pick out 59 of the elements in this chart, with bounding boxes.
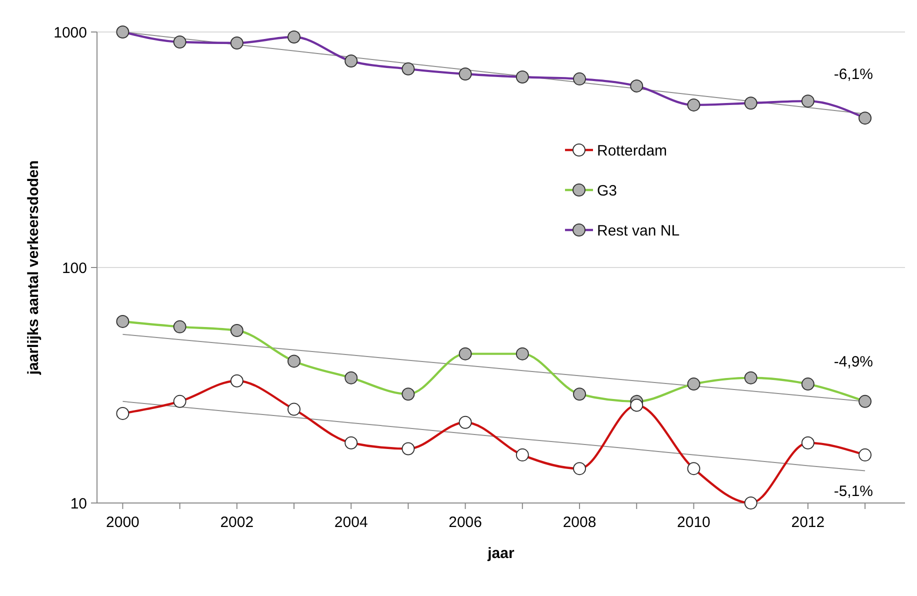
point <box>858 112 872 125</box>
point <box>630 79 644 92</box>
point <box>801 378 814 391</box>
point <box>573 72 586 86</box>
x-tick-label: 2002 <box>220 514 254 531</box>
point <box>801 94 814 108</box>
point <box>687 98 700 112</box>
point <box>173 35 186 48</box>
point <box>173 394 186 408</box>
x-tick-label: 2008 <box>562 514 596 531</box>
x-tick-label: 2004 <box>334 514 368 531</box>
point <box>288 30 301 44</box>
point <box>230 36 244 50</box>
point <box>687 378 700 391</box>
legend-label: G3 <box>597 182 618 200</box>
point <box>801 436 814 450</box>
legend-label: Rest van NL <box>597 222 680 240</box>
point <box>458 416 472 429</box>
x-tick-label: 2006 <box>448 514 482 531</box>
point <box>573 462 586 476</box>
point <box>744 371 758 384</box>
point <box>230 374 244 388</box>
point <box>116 406 130 420</box>
x-axis-title: jaar <box>486 545 514 562</box>
point <box>858 394 872 408</box>
x-tick-label: 2010 <box>677 514 710 531</box>
y-axis-title: jaarlijks aantal verkeersdoden <box>25 160 42 376</box>
point <box>116 26 130 38</box>
point <box>288 402 301 416</box>
point <box>402 442 415 456</box>
point <box>687 462 700 476</box>
legend-label: Rotterdam <box>597 142 668 160</box>
point <box>858 448 872 462</box>
point <box>344 371 358 384</box>
point <box>402 388 415 401</box>
point <box>458 347 472 360</box>
point <box>630 398 644 412</box>
point <box>458 68 472 81</box>
x-tick-label: 2000 <box>106 514 140 531</box>
y-tick-label: 100 <box>62 260 87 277</box>
point <box>516 347 529 360</box>
point <box>344 436 358 450</box>
annotation: -4,9% <box>834 354 874 371</box>
point <box>116 314 130 328</box>
point <box>516 70 529 84</box>
point <box>516 448 529 462</box>
point <box>230 324 244 338</box>
y-tick-label: 1000 <box>54 24 87 42</box>
point <box>344 54 358 68</box>
point <box>173 320 186 334</box>
point <box>288 354 301 368</box>
x-tick-label: 2012 <box>791 514 825 531</box>
point <box>744 96 758 110</box>
annotation: -6,1% <box>834 66 874 84</box>
annotation: -5,1% <box>834 483 874 500</box>
point <box>402 62 415 76</box>
point <box>744 496 758 510</box>
y-tick-label: 10 <box>70 495 87 512</box>
point <box>573 388 586 401</box>
